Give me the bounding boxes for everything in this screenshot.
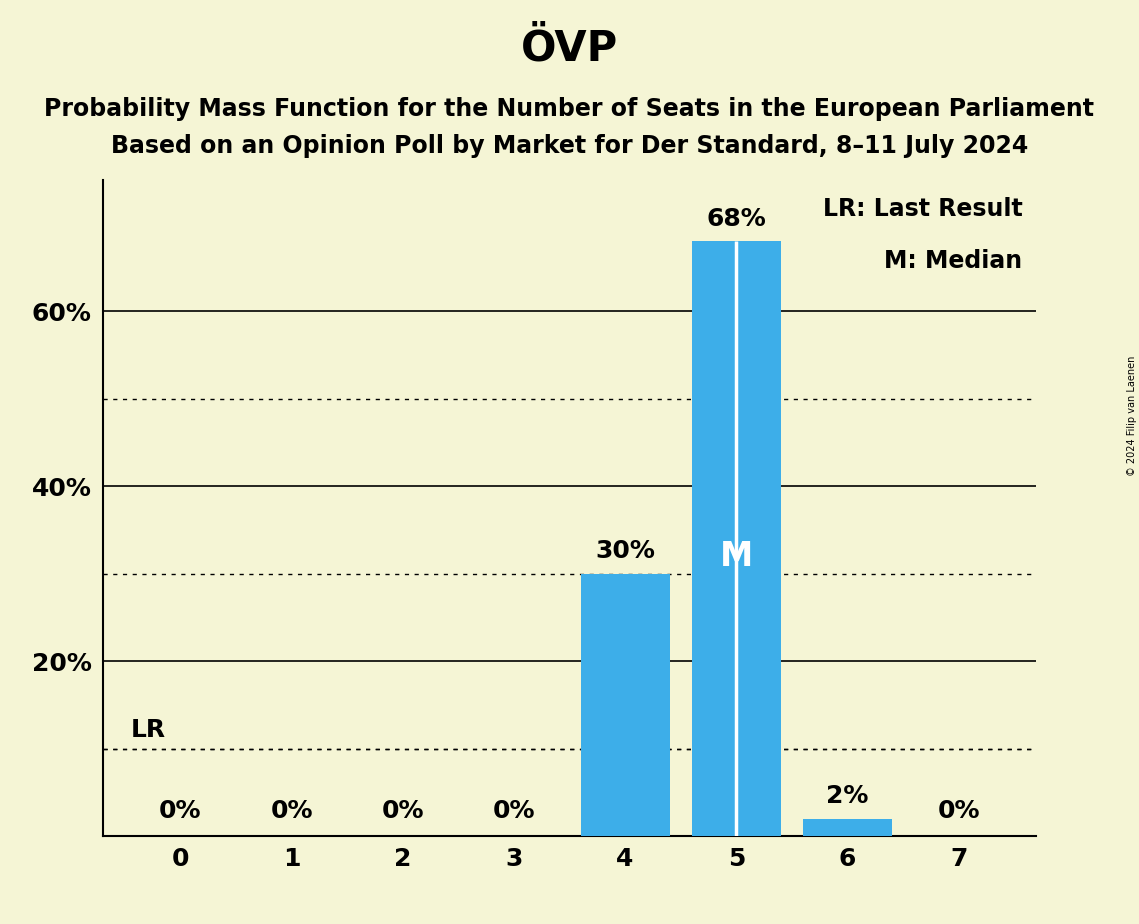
Text: 0%: 0% [270, 799, 313, 823]
Text: M: M [720, 541, 753, 573]
Text: M: Median: M: Median [884, 249, 1023, 274]
Bar [691, 241, 780, 836]
Text: ÖVP: ÖVP [521, 28, 618, 69]
Text: © 2024 Filip van Laenen: © 2024 Filip van Laenen [1126, 356, 1137, 476]
Bar [803, 819, 892, 836]
Text: Probability Mass Function for the Number of Seats in the European Parliament: Probability Mass Function for the Number… [44, 97, 1095, 121]
Text: Based on an Opinion Poll by Market for Der Standard, 8–11 July 2024: Based on an Opinion Poll by Market for D… [110, 134, 1029, 158]
Text: LR: LR [130, 718, 165, 742]
Text: 0%: 0% [159, 799, 202, 823]
Text: 30%: 30% [596, 540, 655, 564]
Text: 2%: 2% [826, 784, 869, 808]
Text: 68%: 68% [706, 207, 767, 231]
Bar [581, 574, 670, 836]
Text: LR: Last Result: LR: Last Result [822, 197, 1023, 221]
Text: 0%: 0% [937, 799, 980, 823]
Text: 0%: 0% [493, 799, 535, 823]
Text: 0%: 0% [382, 799, 424, 823]
